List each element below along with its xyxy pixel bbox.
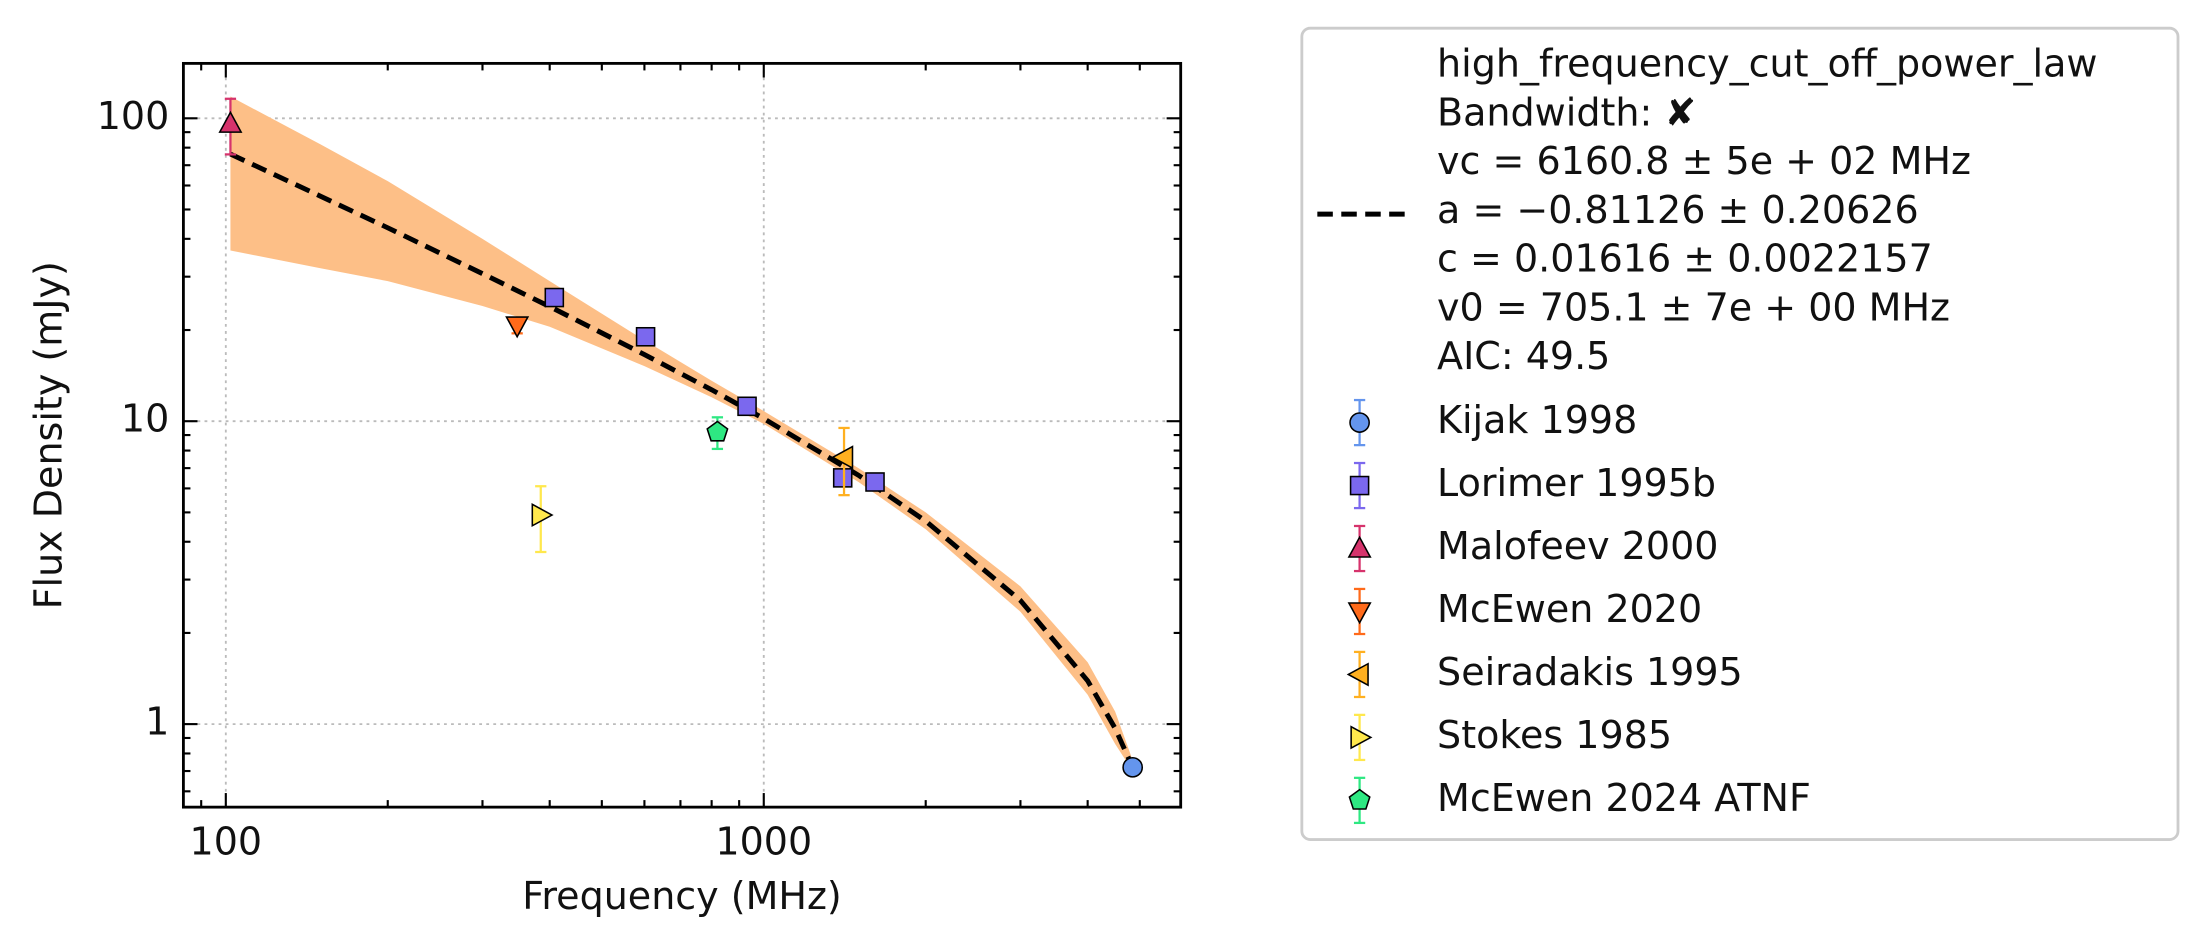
data-point [831,445,854,470]
legend-label: AIC: 49.5 [1437,334,1610,378]
legend-label: Seiradakis 1995 [1437,650,1743,694]
legend-marker [1350,725,1373,750]
y-axis-label: Flux Density (mJy) [26,261,70,609]
fit-band [230,96,1133,772]
legend-label: high_frequency_cut_off_power_law [1437,42,2097,86]
data-point [635,326,656,347]
legend-label: vc = 6160.8 ± 5e + 02 MHz [1437,139,1971,183]
data-point [531,503,554,528]
legend-marker [1346,662,1369,687]
y-tick-label: 100 [97,94,170,138]
y-tick-label: 1 [145,700,169,744]
legend-label: v0 = 705.1 ± 7e + 00 MHz [1437,285,1950,329]
legend-label: Bandwidth: ✘ [1437,90,1696,134]
legend-box [1300,26,2180,841]
legend-label: McEwen 2024 ATNF [1437,776,1811,820]
legend-marker [1349,475,1370,496]
data-point [1122,756,1144,778]
data-point [505,316,530,339]
legend-label: McEwen 2020 [1437,587,1702,631]
y-tick-label: 10 [121,397,169,441]
legend-marker [1347,535,1372,558]
data-point [706,420,729,442]
data-point [218,110,243,133]
x-tick-label: 100 [190,819,263,863]
x-tick-label: 1000 [715,819,812,863]
legend-label: Lorimer 1995b [1437,461,1716,505]
legend-label: c = 0.01616 ± 0.0022157 [1437,237,1933,281]
data-point [544,287,565,308]
data-point [865,472,885,492]
legend-marker [1349,412,1370,433]
legend-label: Malofeev 2000 [1437,524,1718,568]
x-axis-label: Frequency (MHz) [522,874,841,918]
data-point [832,468,853,488]
legend-label: Stokes 1985 [1437,713,1672,757]
legend-marker [1347,602,1372,625]
data-point [737,396,757,417]
legend-marker [1348,788,1371,810]
legend-label: Kijak 1998 [1437,398,1637,442]
legend-label: a = −0.81126 ± 0.20626 [1437,188,1919,232]
